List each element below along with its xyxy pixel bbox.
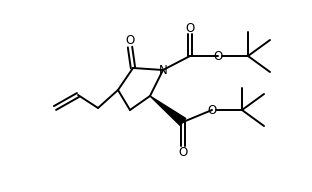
Text: N: N <box>158 64 167 76</box>
Polygon shape <box>150 96 186 126</box>
Text: O: O <box>185 22 195 35</box>
Text: O: O <box>213 50 223 63</box>
Text: O: O <box>125 35 134 47</box>
Text: O: O <box>207 103 217 117</box>
Text: O: O <box>178 146 188 159</box>
